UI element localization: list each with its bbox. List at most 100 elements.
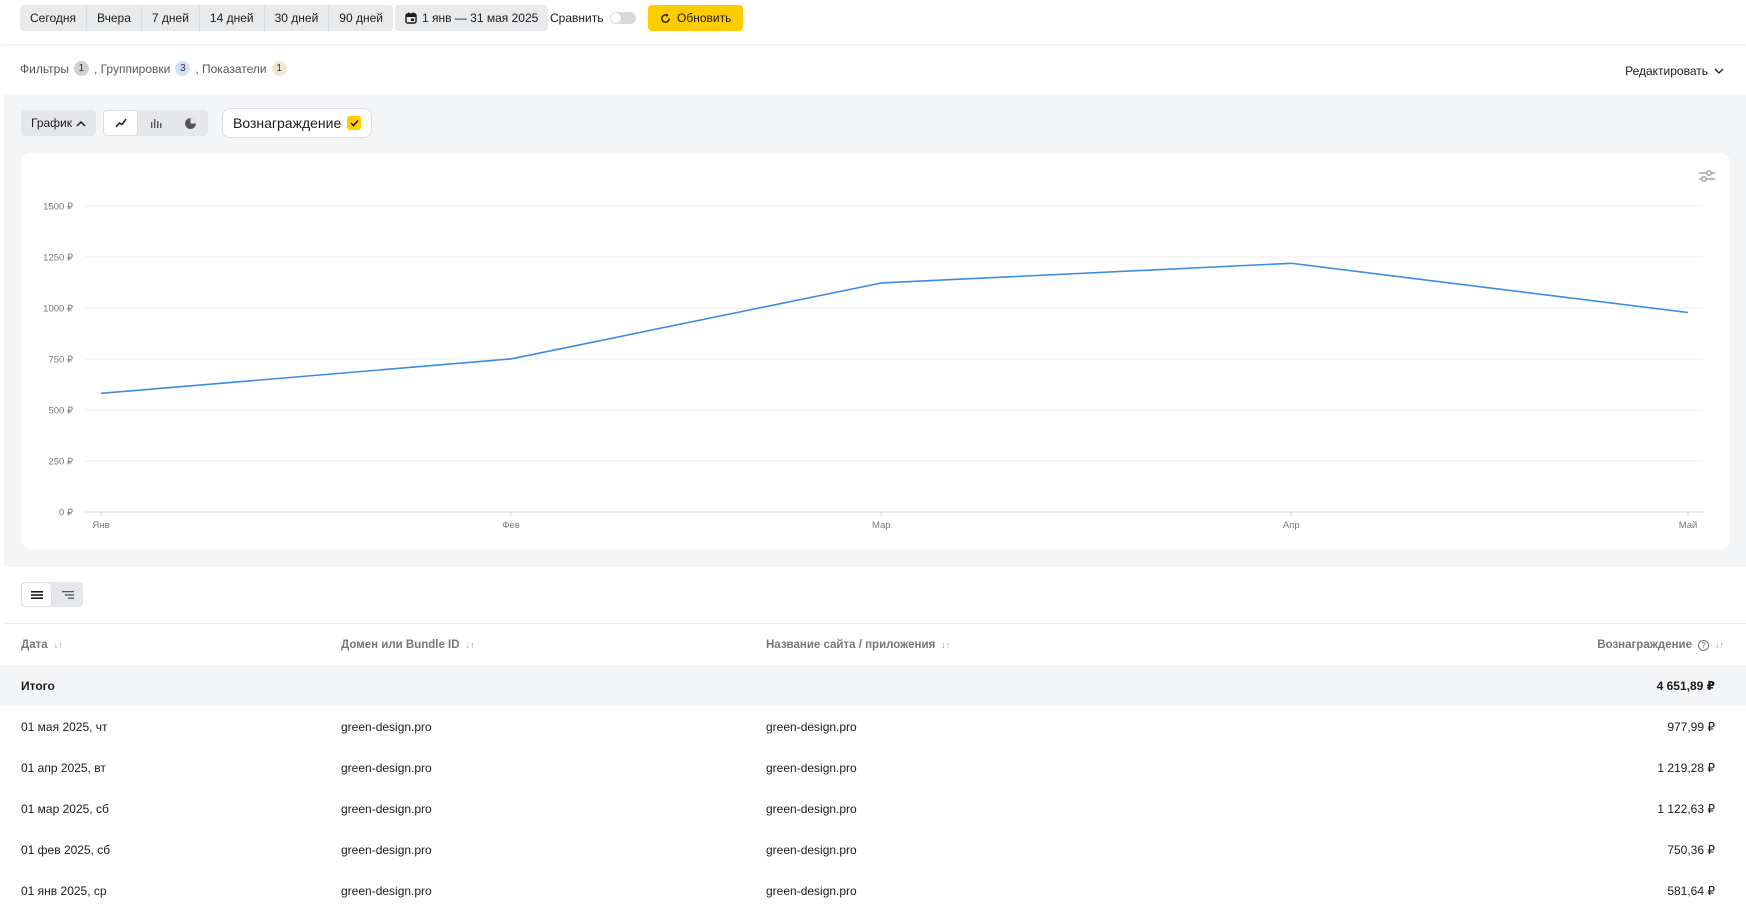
column-header-date-label: Дата <box>21 639 48 651</box>
compare-label: Сравнить <box>550 11 604 25</box>
row-domain: green-design.pro <box>341 760 432 775</box>
x-tick-label: Май <box>1679 520 1698 531</box>
period-14days-button[interactable]: 14 дней <box>200 5 265 31</box>
table-row: 01 мая 2025, чт green-design.pro green-d… <box>0 706 1746 747</box>
graph-toggle-button[interactable]: График <box>21 110 96 136</box>
list-icon <box>30 590 43 599</box>
row-reward: 750,36 ₽ <box>1667 842 1715 857</box>
y-tick-label: 1250 ₽ <box>43 253 74 264</box>
row-domain: green-design.pro <box>341 883 432 898</box>
help-icon[interactable]: ? <box>1698 639 1709 651</box>
filters-label: Фильтры <box>20 61 69 76</box>
metric-chip-label: Вознаграждение <box>233 115 342 131</box>
row-reward: 581,64 ₽ <box>1667 883 1715 898</box>
row-date: 01 янв 2025, ср <box>21 883 107 898</box>
row-site-name: green-design.pro <box>766 760 857 775</box>
metrics-label: , Показатели <box>195 61 267 76</box>
edit-button[interactable]: Редактировать <box>1625 64 1724 78</box>
row-date: 01 апр 2025, вт <box>21 760 106 775</box>
period-30days-button[interactable]: 30 дней <box>265 5 330 31</box>
row-date: 01 мая 2025, чт <box>21 719 108 734</box>
line-chart-button[interactable] <box>103 110 138 136</box>
filters-count-badge: 1 <box>73 61 89 76</box>
period-7days-button[interactable]: 7 дней <box>142 5 200 31</box>
chart-type-selector <box>103 110 208 136</box>
chart-canvas: 0 ₽ 250 ₽ 500 ₽ 750 ₽ 1000 ₽ 1250 ₽ 1500 ₽ Янв Ф… <box>43 202 1703 531</box>
row-site-name: green-design.pro <box>766 883 857 898</box>
row-reward: 1 122,63 ₽ <box>1657 801 1715 816</box>
row-domain: green-design.pro <box>341 801 432 816</box>
chart-section: График <box>4 95 1746 567</box>
period-yesterday-button[interactable]: Вчера <box>87 5 142 31</box>
row-domain: green-design.pro <box>341 842 432 857</box>
filters-summary[interactable]: Фильтры 1 , Группировки 3 , Показатели 1 <box>20 61 290 76</box>
chevron-up-icon <box>76 120 86 127</box>
sort-icon: ↓↑ <box>465 640 475 650</box>
row-date: 01 фев 2025, сб <box>21 842 111 857</box>
refresh-button[interactable]: Обновить <box>648 5 744 31</box>
series-line-reward <box>100 262 1689 395</box>
chevron-down-icon <box>1714 68 1724 74</box>
period-90days-button[interactable]: 90 дней <box>339 11 383 25</box>
flat-view-button[interactable] <box>21 582 52 607</box>
refresh-label: Обновить <box>677 11 732 25</box>
compare-control: Сравнить <box>550 5 637 31</box>
row-site-name: green-design.pro <box>766 719 857 734</box>
period-selector: Сегодня Вчера 7 дней 14 дней 30 дней 90 … <box>20 5 393 31</box>
column-header-site-name[interactable]: Название сайта / приложения ↓↑ <box>766 625 950 665</box>
column-header-domain[interactable]: Домен или Bundle ID ↓↑ <box>341 625 475 665</box>
metric-chip-reward[interactable]: Вознаграждение <box>222 108 373 138</box>
sort-icon: ↓↑ <box>941 640 951 650</box>
y-tick-label: 750 ₽ <box>48 355 73 366</box>
chart-settings-icon[interactable] <box>1698 168 1716 184</box>
refresh-icon <box>661 12 670 23</box>
metrics-count-badge: 1 <box>271 61 287 76</box>
column-header-domain-label: Домен или Bundle ID <box>341 639 460 651</box>
row-reward: 977,99 ₽ <box>1667 719 1715 734</box>
table-row: 01 апр 2025, вт green-design.pro green-d… <box>0 747 1746 788</box>
y-tick-label: 250 ₽ <box>48 457 73 468</box>
x-tick-label: Янв <box>92 520 109 531</box>
table-total-row: Итого 4 651,89 ₽ <box>0 665 1746 706</box>
y-tick-label: 1500 ₽ <box>43 202 74 213</box>
x-tick-label: Мар <box>872 520 891 531</box>
date-range-label: 1 янв — 31 мая 2025 <box>422 11 539 25</box>
x-tick-label: Апр <box>1283 520 1300 531</box>
row-site-name: green-design.pro <box>766 842 857 857</box>
y-tick-label: 0 ₽ <box>59 508 74 519</box>
bar-chart-icon <box>150 119 161 128</box>
row-reward: 1 219,28 ₽ <box>1657 760 1715 775</box>
table-row: 01 янв 2025, ср green-design.pro green-d… <box>0 870 1746 911</box>
groupings-count-badge: 3 <box>175 61 191 76</box>
calendar-icon <box>405 12 417 24</box>
tree-view-button[interactable] <box>52 582 83 607</box>
line-chart: 0 ₽ 250 ₽ 500 ₽ 750 ₽ 1000 ₽ 1250 ₽ 1500 ₽ Янв Ф… <box>21 153 1730 549</box>
column-header-reward-label: Вознаграждение <box>1597 639 1692 651</box>
row-site-name: green-design.pro <box>766 801 857 816</box>
date-range-button[interactable]: 1 янв — 31 мая 2025 <box>395 5 549 31</box>
compare-toggle[interactable] <box>610 12 637 24</box>
period-today-button[interactable]: Сегодня <box>20 5 87 31</box>
column-header-reward[interactable]: Вознаграждение? ↓↑ <box>1597 625 1724 665</box>
groupings-label: , Группировки <box>93 61 171 76</box>
column-header-date[interactable]: Дата ↓↑ <box>21 625 63 665</box>
total-label: Итого <box>21 678 55 693</box>
row-domain: green-design.pro <box>341 719 432 734</box>
sort-icon: ↓↑ <box>1715 640 1724 650</box>
table-divider <box>4 623 1746 624</box>
line-chart-icon <box>114 118 127 128</box>
pie-chart-icon <box>185 117 196 129</box>
bar-chart-button[interactable] <box>138 110 173 136</box>
y-tick-label: 500 ₽ <box>48 406 73 417</box>
tree-list-icon <box>61 590 74 599</box>
sort-icon: ↓↑ <box>53 640 63 650</box>
total-value: 4 651,89 ₽ <box>1656 678 1715 693</box>
y-tick-label: 1000 ₽ <box>43 304 74 315</box>
table-row: 01 фев 2025, сб green-design.pro green-d… <box>0 829 1746 870</box>
table-row: 01 мар 2025, сб green-design.pro green-d… <box>0 788 1746 829</box>
row-date: 01 мар 2025, сб <box>21 801 109 816</box>
checkmark-icon <box>347 116 362 130</box>
table-header: Дата ↓↑ Домен или Bundle ID ↓↑ Название са… <box>0 625 1746 665</box>
pie-chart-button[interactable] <box>173 110 208 136</box>
